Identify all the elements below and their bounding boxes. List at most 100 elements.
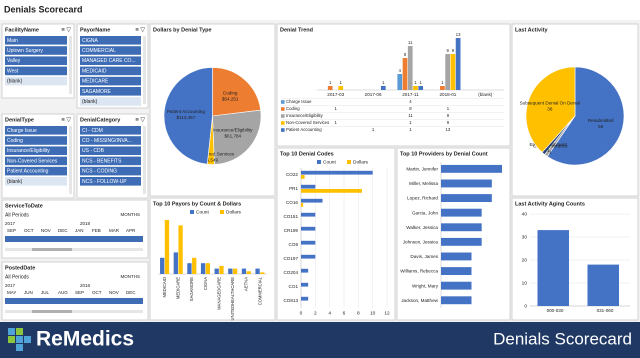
table-cell: 1 — [372, 127, 375, 132]
pie-value: $113,457 — [176, 115, 195, 120]
bar — [441, 164, 502, 173]
timeline-unit[interactable]: MONTHS — [121, 212, 141, 217]
slicer-item-label[interactable]: CI - CDM — [82, 128, 103, 134]
bar — [441, 296, 472, 305]
slicer-item[interactable] — [80, 46, 141, 55]
slicer-item[interactable] — [80, 66, 141, 76]
timeline-thumb[interactable] — [32, 248, 72, 251]
timeline-thumb[interactable] — [32, 310, 72, 313]
panel-title: Top 10 Providers by Denial Count — [400, 151, 488, 157]
slicer-item[interactable] — [5, 166, 67, 176]
x-tick-label: 031-060 — [597, 308, 614, 313]
x-tick-label: AETNA — [244, 277, 249, 291]
legend-swatch — [281, 100, 285, 104]
slicer-item-label[interactable]: NCS - FOLLOW-UP — [82, 179, 127, 185]
slicer-item[interactable] — [80, 76, 141, 86]
bar — [301, 268, 309, 273]
table-row-label: Non-Covered Services — [286, 120, 329, 125]
slicer-item[interactable] — [5, 46, 67, 55]
timeline-year: 2017 — [5, 221, 16, 226]
timeline-month: JUL — [41, 290, 49, 295]
slicer-item-label[interactable]: COMMERCIAL — [82, 48, 116, 54]
slicer-item[interactable] — [5, 56, 67, 65]
legend-swatch — [190, 210, 194, 214]
slicer-item[interactable] — [5, 36, 67, 45]
bar — [241, 268, 247, 274]
slicer-item-label[interactable]: SAGAMORE — [82, 89, 112, 95]
panel-title: Last Activity — [515, 27, 548, 33]
bar — [441, 281, 472, 290]
slicer-item[interactable] — [80, 87, 141, 96]
bar — [445, 54, 450, 90]
y-tick-label: CO8 — [289, 242, 299, 247]
slicer-item[interactable] — [80, 126, 141, 135]
slicer-item-label[interactable]: Patient Accounting — [7, 169, 49, 175]
timeline-bar[interactable] — [5, 236, 143, 242]
slicer-item[interactable] — [80, 56, 141, 65]
slicer-item-label[interactable]: MEDICAID — [82, 68, 107, 74]
slicer-item-label[interactable]: CO - MISSING/INVA... — [82, 138, 132, 144]
y-tick-label: CO813 — [283, 298, 298, 303]
bar — [441, 208, 482, 217]
bar — [441, 237, 482, 246]
timeline-period: All Periods — [5, 212, 29, 218]
slicer-icons: ≡ ▽ — [61, 118, 71, 124]
table-cell: 9 — [447, 120, 450, 125]
slicer-item-label[interactable]: CIGNA — [82, 38, 99, 44]
slicer-item-label[interactable]: Insurance/Eligibility — [7, 148, 50, 154]
slicer-item-label[interactable]: Coding — [7, 138, 23, 144]
bar — [160, 257, 165, 274]
slicer-item-label[interactable]: Charge Issue — [7, 128, 37, 134]
slicer-item-label[interactable]: (blank) — [7, 79, 23, 85]
x-tick-label: MEDICAID — [162, 277, 167, 297]
slicer-item[interactable] — [80, 177, 141, 186]
slicer-item[interactable] — [5, 177, 67, 186]
slicer-item[interactable] — [80, 146, 141, 155]
slicer-item[interactable] — [80, 136, 141, 145]
y-tick-label: CO22 — [286, 172, 298, 177]
y-tick-label: Jackson, Matthew — [401, 298, 438, 303]
slicer-item-label[interactable]: NCS - BENEFITS — [82, 158, 122, 164]
slicer-item-label[interactable]: NCS - CODING — [82, 169, 117, 175]
slicer-item-label[interactable]: Uptown Surgery — [7, 48, 43, 54]
data-label: 1 — [420, 80, 423, 85]
slicer-item-label[interactable]: (blank) — [7, 179, 23, 185]
pie-label: Coding — [223, 90, 238, 95]
bar — [413, 86, 418, 90]
slicer-item[interactable] — [5, 136, 67, 145]
panel — [511, 197, 639, 321]
bar — [301, 189, 362, 193]
legend-swatch — [281, 114, 285, 118]
slicer-item-label[interactable]: US - CDB — [82, 148, 105, 154]
slicer-item[interactable] — [80, 97, 141, 106]
slicer-item-label[interactable]: (blank) — [82, 99, 98, 105]
slicer-item-label[interactable]: Valley — [7, 58, 21, 64]
pie-label: Subsequent Denial On Denial — [520, 101, 581, 106]
legend-swatch — [220, 210, 224, 214]
slicer-item[interactable] — [80, 156, 141, 166]
slicer-item-label[interactable]: West — [7, 68, 19, 74]
panel-title: DenialCategory — [80, 117, 121, 123]
y-tick-label: Lopez, Richard — [407, 196, 438, 201]
slicer-item-label[interactable]: MANAGED CARE CO... — [82, 58, 136, 64]
slicer-item[interactable] — [80, 36, 141, 45]
slicer-item[interactable] — [5, 156, 67, 166]
slicer-item[interactable] — [80, 166, 141, 176]
y-tick-label: CR199 — [284, 228, 299, 233]
slicer-item[interactable] — [5, 126, 67, 135]
slicer-item[interactable] — [5, 146, 67, 155]
bar — [173, 252, 178, 274]
table-row-label: Insurance/Eligibility — [286, 113, 324, 118]
slicer-item-label[interactable]: MEDICARE — [82, 79, 109, 85]
title-bar — [0, 0, 640, 20]
slicer-item-label[interactable]: Main — [7, 38, 18, 44]
timeline-month: AUG — [58, 290, 68, 295]
slicer-item[interactable] — [5, 66, 67, 76]
timeline-unit[interactable]: MONTHS — [121, 274, 141, 279]
panel-title: Last Activity Aging Counts — [515, 201, 585, 207]
slicer-item[interactable] — [5, 76, 67, 86]
legend-swatch — [281, 121, 285, 125]
timeline-bar[interactable] — [5, 298, 143, 304]
slicer-item-label[interactable]: Non-Covered Services — [7, 158, 58, 164]
